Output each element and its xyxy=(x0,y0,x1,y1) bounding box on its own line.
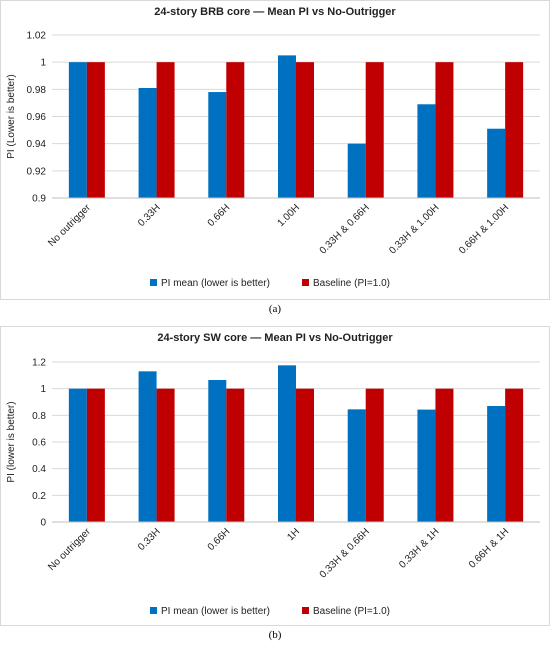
x-tick-label: 0.33H & 1H xyxy=(397,526,441,570)
legend-swatch xyxy=(302,607,309,614)
bar-baseline xyxy=(365,62,384,198)
bar-chart-brb: 0.9 0.92 0.94 0.96 0.98 1 1.02 PI (Lower is bet… xyxy=(6,31,540,289)
y-tick-label: 1.02 xyxy=(27,31,47,42)
bar-baseline xyxy=(435,388,454,522)
x-tick-label: 0.33H & 0.66H xyxy=(318,526,372,580)
bar-pi-mean xyxy=(487,128,506,198)
x-tick-label: 0.33H & 1.00H xyxy=(387,202,441,256)
x-tick-label: 0.33H xyxy=(136,526,163,553)
bar-pi-mean xyxy=(278,55,296,198)
y-tick-label: 0.94 xyxy=(27,139,47,150)
legend-swatch xyxy=(150,607,157,614)
y-tick-label: 0.9 xyxy=(32,194,46,205)
legend-label: PI mean (lower is better) xyxy=(161,278,270,289)
y-tick-label: 0.92 xyxy=(27,166,47,177)
chart-panel-a: 24-story BRB core — Mean PI vs No-Outrig… xyxy=(0,0,550,315)
y-axis-title: PI (lower is better) xyxy=(6,401,17,482)
y-tick-label: 0.2 xyxy=(32,491,46,502)
bar-pi-mean xyxy=(68,62,87,198)
legend-label: Baseline (PI=1.0) xyxy=(313,278,390,289)
y-tick-label: 0 xyxy=(40,518,46,529)
x-tick-label: 0.33H xyxy=(136,202,163,229)
y-tick-label: 1 xyxy=(40,58,46,69)
x-tick-label: 0.66H & 1H xyxy=(467,526,511,570)
bar-baseline xyxy=(435,62,454,198)
bar-pi-mean xyxy=(417,104,436,198)
y-tick-label: 1 xyxy=(40,384,46,395)
legend-label: PI mean (lower is better) xyxy=(161,606,270,617)
bar-pi-mean xyxy=(138,371,157,522)
bar-pi-mean xyxy=(347,409,366,522)
y-tick-label: 0.96 xyxy=(27,112,47,123)
bar-baseline xyxy=(226,62,245,198)
x-tick-label: No outrigger xyxy=(46,202,93,249)
bar-pi-mean xyxy=(208,380,227,522)
x-tick-label: 0.66H xyxy=(206,526,233,553)
bar-pi-mean xyxy=(68,388,87,522)
bar-baseline xyxy=(86,388,105,522)
bar-pi-mean xyxy=(138,87,157,198)
bar-pi-mean xyxy=(487,406,506,522)
bar-pi-mean xyxy=(208,92,227,198)
x-tick-label: 0.33H & 0.66H xyxy=(318,202,372,256)
x-tick-label: 0.66H xyxy=(206,202,233,229)
bar-baseline xyxy=(296,388,314,522)
y-tick-label: 0.6 xyxy=(32,438,46,449)
bar-baseline xyxy=(365,388,384,522)
bar-pi-mean xyxy=(347,143,366,198)
bar-baseline xyxy=(156,388,175,522)
y-tick-label: 0.8 xyxy=(32,411,46,422)
bar-baseline xyxy=(505,62,524,198)
bar-pi-mean xyxy=(417,409,436,522)
bar-baseline xyxy=(296,62,314,198)
chart-panel-b: 24-story SW core — Mean PI vs No-Outrigg… xyxy=(0,326,550,652)
x-tick-label: No outrigger xyxy=(46,526,93,573)
legend-swatch xyxy=(302,279,309,286)
y-axis-title: PI (Lower is better) xyxy=(6,74,17,158)
bar-baseline xyxy=(226,388,245,522)
y-tick-label: 0.98 xyxy=(27,85,47,96)
bar-pi-mean xyxy=(278,365,296,522)
y-tick-label: 1.2 xyxy=(32,358,46,369)
caption-b: (b) xyxy=(268,629,282,641)
bar-baseline xyxy=(505,388,524,522)
bar-chart-sw: 0 0.2 0.4 0.6 0.8 1 1.2 PI (lower is better) No … xyxy=(6,358,540,617)
chart-title-a: 24-story BRB core — Mean PI vs No-Outrig… xyxy=(154,6,396,18)
x-tick-label: 0.66H & 1.00H xyxy=(457,202,511,256)
x-tick-label: 1H xyxy=(285,526,302,543)
legend-swatch xyxy=(150,279,157,286)
legend-label: Baseline (PI=1.0) xyxy=(313,606,390,617)
caption-a: (a) xyxy=(268,303,282,315)
bar-baseline xyxy=(156,62,175,198)
x-tick-label: 1.00H xyxy=(275,202,302,229)
y-tick-label: 0.4 xyxy=(32,464,46,475)
chart-title-b: 24-story SW core — Mean PI vs No-Outrigg… xyxy=(157,332,393,344)
bar-baseline xyxy=(86,62,105,198)
